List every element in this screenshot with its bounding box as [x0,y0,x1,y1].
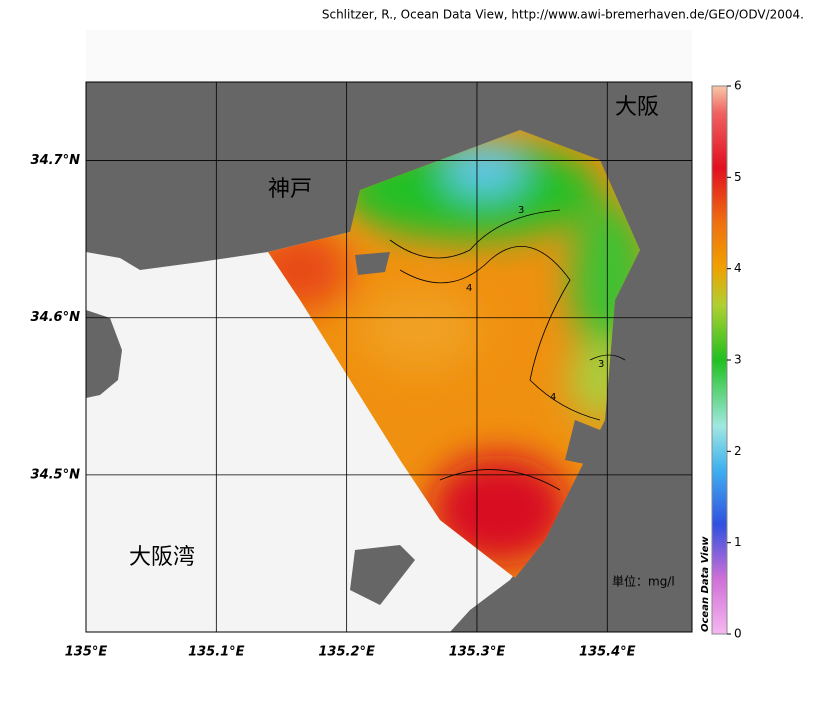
x-tick-label: 135.4°E [579,645,636,660]
contour [389,209,561,259]
contour-label: 3 [518,205,524,216]
colorbar-tick-label: 3 [734,353,742,367]
place-label: 大阪湾 [129,545,195,570]
contour [399,246,601,421]
colorbar-tick-label: 5 [734,170,742,184]
contour-label: 4 [466,283,472,294]
y-tick-label: 34.5°N [31,467,81,482]
colorbar-title: Ocean Data View [700,536,711,632]
contour-label: 4 [550,392,556,403]
colorbar-tick-label: 2 [734,444,742,458]
credit: Schlitzer, R., Ocean Data View, http://w… [322,8,804,22]
colorbar-tick-label: 6 [734,79,742,93]
colorbar [711,85,728,635]
header-band [86,30,692,82]
place-label: 神戸 [268,177,312,202]
contour-label: 3 [598,359,604,370]
colorbar-tick-label: 1 [734,535,742,549]
island [350,545,415,605]
pier [355,252,390,275]
x-tick-label: 135°E [65,645,108,660]
plot [86,82,692,632]
colorbar-tick-label: 4 [734,261,742,275]
colorbar-tick-label: 0 [734,627,742,641]
contour [589,354,626,361]
contour [439,469,561,491]
x-tick-label: 135.2°E [318,645,375,660]
pier [565,420,600,465]
x-tick-label: 135.3°E [449,645,506,660]
frame [85,81,693,633]
land [86,310,122,398]
unit-label: 単位：mg/l [612,574,675,589]
y-tick-label: 34.7°N [31,153,81,168]
place-label: 大阪 [615,95,659,120]
y-tick-label: 34.6°N [31,310,81,325]
x-tick-label: 135.1°E [188,645,245,660]
